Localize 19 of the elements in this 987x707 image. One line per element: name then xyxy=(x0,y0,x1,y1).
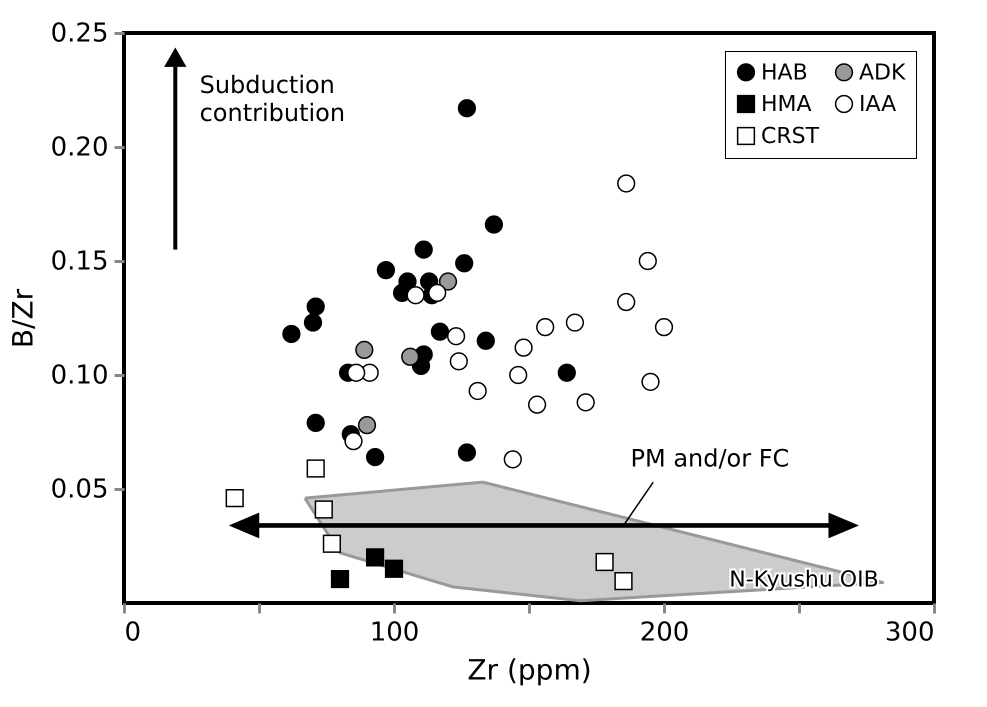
annotation: Subduction contribution xyxy=(200,71,346,128)
legend-label: CRST xyxy=(761,124,820,149)
series-label: N-Kyushu OIB xyxy=(729,567,879,592)
legend-label: IAA xyxy=(859,92,896,117)
x-tick-label: 100 xyxy=(370,618,420,648)
x-tick-label: 300 xyxy=(884,618,934,648)
y-tick-label: 0.25 xyxy=(50,18,108,48)
y-tick-label: 0.10 xyxy=(50,360,108,390)
x-tick-label: 0 xyxy=(124,618,142,648)
x-axis-title: Zr (ppm) xyxy=(467,654,592,686)
y-tick-label: 0.20 xyxy=(50,132,108,162)
legend-label: HMA xyxy=(761,92,812,117)
y-tick-label: 0.05 xyxy=(50,474,108,504)
x-tick-label: 200 xyxy=(640,618,690,648)
legend-label: HAB xyxy=(761,60,808,86)
y-axis-title: B/Zr xyxy=(6,288,40,348)
annotation: PM and/or FC xyxy=(630,444,790,472)
y-tick-label: 0.15 xyxy=(50,246,108,276)
legend-label: ADK xyxy=(859,60,906,86)
